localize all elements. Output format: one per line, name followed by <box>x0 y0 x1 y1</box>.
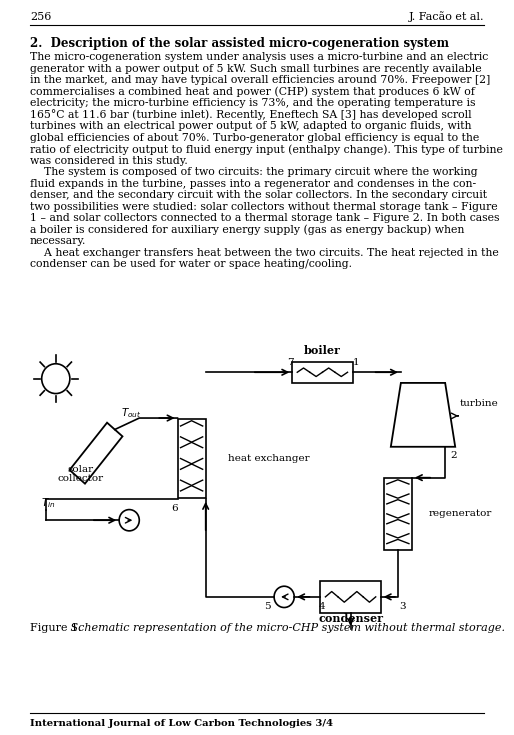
Text: two possibilities were studied: solar collectors without thermal storage tank – : two possibilities were studied: solar co… <box>30 201 498 212</box>
Text: 6: 6 <box>171 504 178 513</box>
Text: regenerator: regenerator <box>429 509 492 518</box>
Bar <box>320 581 381 613</box>
Text: 2.  Description of the solar assisted micro-cogeneration system: 2. Description of the solar assisted mic… <box>30 37 449 50</box>
Text: A heat exchanger transfers heat between the two circuits. The heat rejected in t: A heat exchanger transfers heat between … <box>30 248 499 257</box>
Text: generator with a power output of 5 kW. Such small turbines are recently availabl: generator with a power output of 5 kW. S… <box>30 63 482 74</box>
Text: The system is composed of two circuits: the primary circuit where the working: The system is composed of two circuits: … <box>30 167 478 177</box>
Text: condenser can be used for water or space heating/cooling.: condenser can be used for water or space… <box>30 259 352 269</box>
Text: turbine: turbine <box>459 398 498 408</box>
Text: 2: 2 <box>450 451 456 460</box>
Text: 165°C at 11.6 bar (turbine inlet). Recently, Eneftech SA [3] has developed scrol: 165°C at 11.6 bar (turbine inlet). Recen… <box>30 110 472 121</box>
Text: in the market, and may have typical overall efficiencies around 70%. Freepower [: in the market, and may have typical over… <box>30 75 490 85</box>
Text: $T_{in}$: $T_{in}$ <box>42 496 56 510</box>
Text: 1 – and solar collectors connected to a thermal storage tank – Figure 2. In both: 1 – and solar collectors connected to a … <box>30 213 500 223</box>
Text: condenser: condenser <box>318 613 383 624</box>
Text: global efficiencies of about 70%. Turbo-generator global efficiency is equal to : global efficiencies of about 70%. Turbo-… <box>30 132 479 143</box>
Bar <box>384 478 412 550</box>
Text: 1: 1 <box>352 358 359 368</box>
Text: 7: 7 <box>287 358 293 368</box>
Text: ratio of electricity output to fluid energy input (enthalpy change). This type o: ratio of electricity output to fluid ene… <box>30 144 503 154</box>
Text: commercialises a combined heat and power (CHP) system that produces 6 kW of: commercialises a combined heat and power… <box>30 87 475 97</box>
Text: 3: 3 <box>399 602 406 611</box>
Text: denser, and the secondary circuit with the solar collectors. In the secondary ci: denser, and the secondary circuit with t… <box>30 190 487 200</box>
Text: The micro-cogeneration system under analysis uses a micro-turbine and an electri: The micro-cogeneration system under anal… <box>30 52 488 62</box>
Text: solar: solar <box>68 465 94 473</box>
Text: electricity; the micro-turbine efficiency is 73%, and the operating temperature : electricity; the micro-turbine efficienc… <box>30 98 475 108</box>
Bar <box>292 362 353 383</box>
Text: $T_{out}$: $T_{out}$ <box>121 406 141 420</box>
Text: International Journal of Low Carbon Technologies 3/4: International Journal of Low Carbon Tech… <box>30 719 333 728</box>
Text: 4: 4 <box>319 602 326 611</box>
Text: collector: collector <box>58 474 104 483</box>
Text: boiler: boiler <box>304 345 341 356</box>
Bar <box>177 418 206 498</box>
Text: turbines with an electrical power output of 5 kW, adapted to organic fluids, wit: turbines with an electrical power output… <box>30 121 471 131</box>
Text: heat exchanger: heat exchanger <box>228 454 309 463</box>
Text: fluid expands in the turbine, passes into a regenerator and condenses in the con: fluid expands in the turbine, passes int… <box>30 179 476 188</box>
Text: Schematic representation of the micro-CHP system without thermal storage.: Schematic representation of the micro-CH… <box>60 623 505 633</box>
Text: 256: 256 <box>30 12 51 22</box>
Text: necessary.: necessary. <box>30 236 86 246</box>
Text: Figure 1.: Figure 1. <box>30 623 82 633</box>
Text: was considered in this study.: was considered in this study. <box>30 156 188 165</box>
Text: J. Facão et al.: J. Facão et al. <box>409 12 484 23</box>
Text: 5: 5 <box>264 602 270 611</box>
Text: a boiler is considered for auxiliary energy supply (gas as energy backup) when: a boiler is considered for auxiliary ene… <box>30 224 464 235</box>
